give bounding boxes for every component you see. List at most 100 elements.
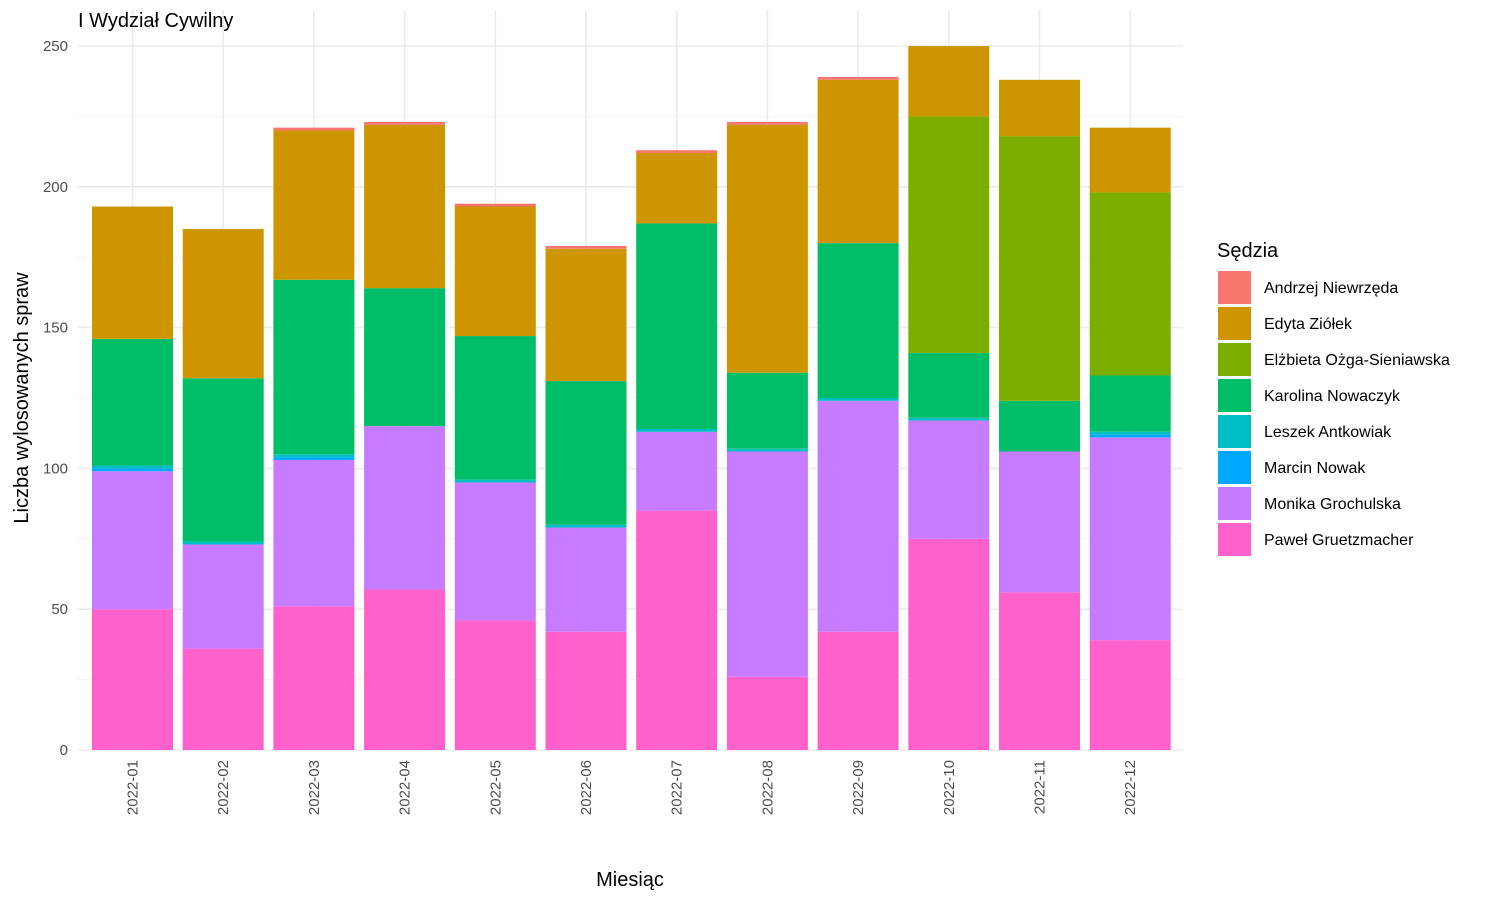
bar-segment	[636, 431, 718, 511]
bar-segment	[636, 223, 718, 429]
bar-segment	[182, 229, 264, 379]
bar-segment	[908, 352, 990, 418]
bar-segment	[454, 620, 536, 750]
x-tick-label: 2022-06	[578, 760, 595, 815]
bar-segment	[726, 676, 808, 750]
x-tick-label: 2022-10	[941, 760, 958, 815]
x-tick-label: 2022-03	[306, 760, 323, 815]
legend-key	[1218, 271, 1251, 304]
bar-segment	[1089, 431, 1171, 435]
bar-segment	[364, 288, 446, 427]
bar-segment	[999, 451, 1080, 593]
legend-key	[1218, 523, 1251, 556]
bar-segment	[817, 79, 899, 244]
bar-segment	[273, 454, 355, 458]
bar-segment	[92, 471, 173, 610]
bar-segment	[545, 381, 627, 525]
bar-segment	[182, 648, 264, 750]
legend: Sędzia Andrzej Niewrzęda Edyta Ziółek Elżb…	[1217, 240, 1450, 556]
bar-segment	[636, 153, 718, 224]
bar-segment	[817, 243, 899, 398]
bar-segment	[92, 609, 173, 750]
bar-segment	[1089, 640, 1171, 750]
y-tick-label: 50	[51, 601, 68, 618]
bar-segment	[364, 124, 446, 289]
bar-segment	[273, 127, 355, 131]
legend-label: Leszek Antkowiak	[1264, 424, 1392, 441]
bar-segment	[182, 378, 264, 542]
legend-label: Elżbieta Ożga-Sieniawska	[1264, 352, 1450, 369]
legend-label: Andrzej Niewrzęda	[1264, 280, 1398, 297]
bar-segment	[92, 468, 173, 472]
bar-segment	[545, 245, 627, 249]
legend-key	[1218, 307, 1251, 340]
legend-title: Sędzia	[1217, 240, 1279, 262]
bar-segment	[1089, 375, 1171, 432]
bar-segment	[92, 338, 173, 466]
bar-segment	[726, 122, 808, 125]
bar-segment	[273, 457, 355, 460]
bar-segment	[726, 448, 808, 452]
bar-segment	[908, 538, 990, 750]
x-axis-title: Miesiąc	[596, 869, 664, 891]
bar-segment	[545, 524, 627, 528]
bar-segment	[817, 76, 899, 80]
bar-segment	[908, 116, 990, 353]
legend-key	[1218, 487, 1251, 520]
bar-segment	[999, 79, 1080, 137]
chart-title: I Wydział Cywilny	[78, 10, 233, 32]
bar-segment	[182, 541, 264, 545]
legend-label: Paweł Gruetzmacher	[1264, 532, 1414, 549]
bars	[92, 46, 1171, 750]
bar-segment	[273, 459, 355, 607]
bar-segment	[273, 279, 355, 455]
y-tick-label: 0	[60, 742, 68, 759]
y-axis-ticks: 0 50 100 150 200 250	[43, 38, 68, 759]
legend-label: Edyta Ziółek	[1264, 316, 1353, 333]
legend-label: Marcin Nowak	[1264, 460, 1366, 477]
bar-segment	[545, 248, 627, 382]
bar-segment	[364, 122, 446, 125]
bar-segment	[817, 398, 899, 401]
y-tick-label: 100	[43, 460, 68, 477]
legend-key	[1218, 343, 1251, 376]
bar-segment	[1089, 127, 1171, 193]
legend-key	[1218, 379, 1251, 412]
bar-segment	[817, 400, 899, 632]
bar-segment	[636, 510, 718, 750]
bar-segment	[364, 589, 446, 750]
bar-segment	[1089, 192, 1171, 376]
x-tick-label: 2022-02	[215, 760, 232, 815]
bar-segment	[726, 124, 808, 373]
bar-segment	[92, 206, 173, 339]
bar-segment	[726, 451, 808, 677]
x-tick-label: 2022-07	[669, 760, 686, 815]
bar-segment	[454, 479, 536, 483]
bar-segment	[726, 372, 808, 449]
y-tick-label: 250	[43, 38, 68, 55]
bar-segment	[454, 336, 536, 480]
bar-segment	[454, 203, 536, 207]
bar-segment	[273, 606, 355, 750]
x-tick-label: 2022-01	[125, 760, 142, 815]
x-tick-label: 2022-08	[759, 760, 776, 815]
bar-segment	[908, 417, 990, 421]
bar-segment	[817, 631, 899, 750]
bar-segment	[545, 527, 627, 632]
bar-segment	[1089, 434, 1171, 438]
bar-segment	[454, 482, 536, 621]
bar-segment	[273, 130, 355, 280]
bar-segment	[999, 400, 1080, 452]
y-tick-label: 150	[43, 320, 68, 337]
legend-key	[1218, 451, 1251, 484]
bar-segment	[908, 420, 990, 539]
bar-segment	[999, 136, 1080, 401]
bar-segment	[454, 206, 536, 337]
y-tick-label: 200	[43, 179, 68, 196]
bar-segment	[364, 426, 446, 590]
x-tick-label: 2022-11	[1032, 760, 1049, 814]
bar-segment	[636, 428, 718, 432]
legend-label: Monika Grochulska	[1264, 496, 1401, 513]
legend-key	[1218, 415, 1251, 448]
